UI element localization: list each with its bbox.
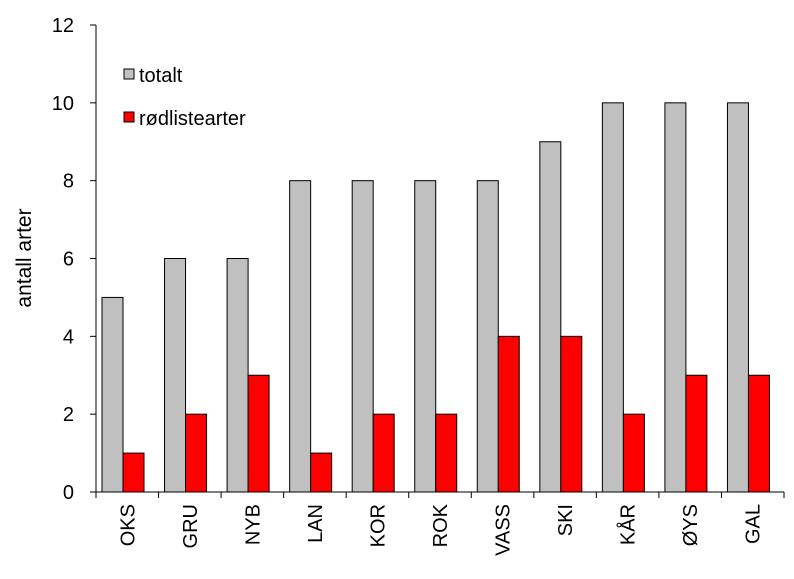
x-tick-label-ski: SKI <box>555 504 577 536</box>
bar-totalt-vass <box>476 180 499 493</box>
x-tick-label-vass: VASS <box>493 504 515 556</box>
bar-totalt-lan <box>289 180 312 493</box>
bar-rodlistearter-gal <box>747 374 770 493</box>
bar-rodlistearter-øys <box>685 374 708 493</box>
bar-rodlistearter-kår <box>622 413 645 493</box>
y-axis-label: antall arter <box>13 208 36 307</box>
legend-swatch-totalt <box>123 68 135 80</box>
bar-rodlistearter-ski <box>560 335 583 493</box>
x-tick-label-gru: GRU <box>180 504 202 548</box>
bar-totalt-nyb <box>226 258 249 493</box>
x-tick-label-rok: ROK <box>430 503 452 547</box>
bar-rodlistearter-gru <box>185 413 208 493</box>
bar-rodlistearter-vass <box>497 335 520 493</box>
bar-rodlistearter-nyb <box>247 374 270 493</box>
y-tick-label-2: 2 <box>63 404 74 426</box>
y-tick-label-0: 0 <box>63 482 74 504</box>
x-tick-label-nyb: NYB <box>242 504 264 545</box>
bar-totalt-gal <box>726 102 749 493</box>
x-tick-label-oks: OKS <box>117 504 139 546</box>
bar-rodlistearter-kor <box>372 413 395 493</box>
y-tick-label-12: 12 <box>52 15 74 37</box>
bar-totalt-gru <box>164 258 187 493</box>
bar-totalt-ski <box>539 141 562 493</box>
legend-label-totalt: totalt <box>139 65 183 87</box>
legend-swatch-rodlistearter <box>123 111 135 123</box>
y-tick-label-8: 8 <box>63 171 74 193</box>
legend: totalt rødlistearter <box>123 65 246 130</box>
bar-rodlistearter-lan <box>310 452 333 493</box>
x-tick-label-gal: GAL <box>743 504 765 544</box>
y-tick-label-4: 4 <box>63 326 74 348</box>
y-tick-label-10: 10 <box>52 93 74 115</box>
x-tick-label-øys: ØYS <box>680 504 702 546</box>
bar-totalt-rok <box>414 180 437 493</box>
bar-totalt-oks <box>101 296 124 493</box>
plot-area: 0 2 4 6 8 10 12 OKS GRU NYB LAN KOR ROK VASS SKI KÅR ØYS… <box>52 15 785 556</box>
bar-rodlistearter-rok <box>435 413 458 493</box>
x-tick-label-kor: KOR <box>367 504 389 547</box>
bar-totalt-kår <box>601 102 624 493</box>
x-tick-label-lan: LAN <box>305 504 327 543</box>
bar-totalt-kor <box>351 180 374 493</box>
y-tick-label-6: 6 <box>63 249 74 271</box>
bar-rodlistearter-oks <box>122 452 145 493</box>
bar-totalt-øys <box>664 102 687 493</box>
legend-label-rodlistearter: rødlistearter <box>139 108 246 130</box>
x-tick-label-kår: KÅR <box>617 504 640 545</box>
